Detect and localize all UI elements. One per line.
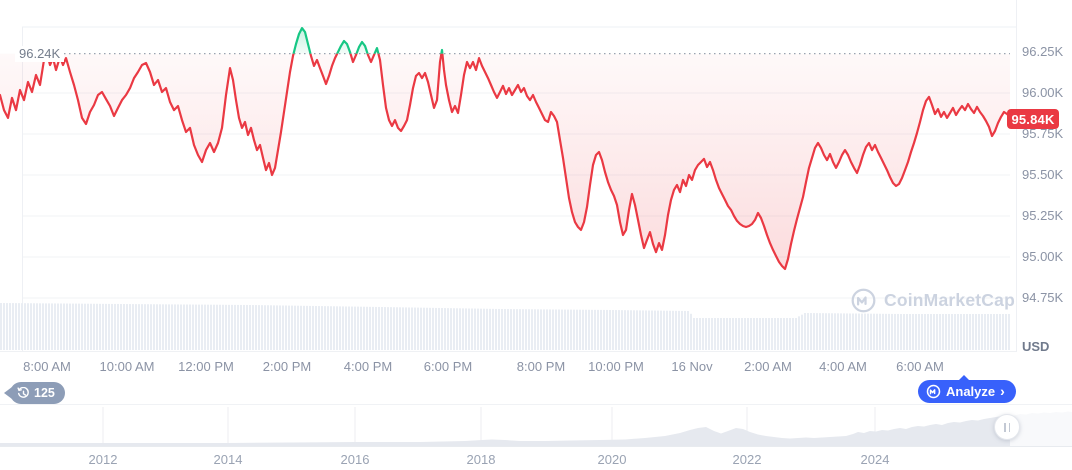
x-axis: 8:00 AM 10:00 AM 12:00 PM 2:00 PM 4:00 PM 6:0… [0,352,1072,378]
x-axis-tick: 4:00 AM [819,359,867,374]
history-count: 125 [34,386,55,400]
timeline-mini-chart[interactable] [0,405,1072,470]
y-axis-label: 96.25K [1022,44,1064,59]
watermark-text: CoinMarketCap [884,290,1015,310]
history-count-badge[interactable]: 125 [4,382,65,404]
x-axis-tick: 12:00 PM [178,359,234,374]
x-axis-tick: 10:00 PM [588,359,644,374]
timeline-year-label: 2024 [860,452,890,467]
timeline-year-label: 2020 [597,452,627,467]
x-axis-tick: 2:00 AM [744,359,792,374]
y-axis-label: 95.75K [1022,126,1064,141]
timeline-scrubber[interactable]: 2012 2014 2016 2018 2020 2022 2024 [0,404,1072,470]
coinmarketcap-logo-icon [851,288,876,313]
analyze-label: Analyze [946,384,996,399]
x-axis-tick: 2:00 PM [262,359,312,374]
y-axis-label: 95.25K [1022,208,1064,223]
timeline-year-label: 2016 [340,452,370,467]
x-axis-tick: 6:00 AM [896,359,944,374]
main-chart-area[interactable]: 96.24K CoinMarketCap 96.25K 96.00K 95.75K 9… [0,0,1072,354]
price-chart-canvas[interactable] [0,0,1072,352]
analyze-button[interactable]: Analyze › [918,375,1016,403]
y-axis-label: 95.50K [1022,167,1064,182]
x-axis-tick: 8:00 AM [23,359,71,374]
analyze-cmc-icon [926,384,941,399]
y-axis-label: 94.75K [1022,290,1064,305]
x-axis-tick: 4:00 PM [343,359,393,374]
chevron-right-icon: › [1000,383,1005,399]
currency-label: USD [1022,339,1050,354]
x-axis-tick: 6:00 PM [423,359,473,374]
scrubber-unselected-region [1010,405,1072,446]
y-axis-label: 95.00K [1022,249,1064,264]
y-axis-label: 96.00K [1022,85,1064,100]
x-axis-tick: 10:00 AM [99,359,155,374]
baseline-price-label: 96.24K [15,45,65,62]
timeline-year-label: 2014 [213,452,243,467]
coinmarketcap-watermark: CoinMarketCap [850,287,1015,314]
history-clock-icon [17,386,29,398]
timeline-year-label: 2012 [88,452,118,467]
timeline-year-label: 2022 [732,452,762,467]
x-axis-tick: 16 Nov [671,359,713,374]
current-price-badge: 95.84K [1007,109,1059,130]
scrubber-handle[interactable] [994,414,1020,440]
timeline-year-label: 2018 [466,452,496,467]
x-axis-tick: 8:00 PM [516,359,566,374]
